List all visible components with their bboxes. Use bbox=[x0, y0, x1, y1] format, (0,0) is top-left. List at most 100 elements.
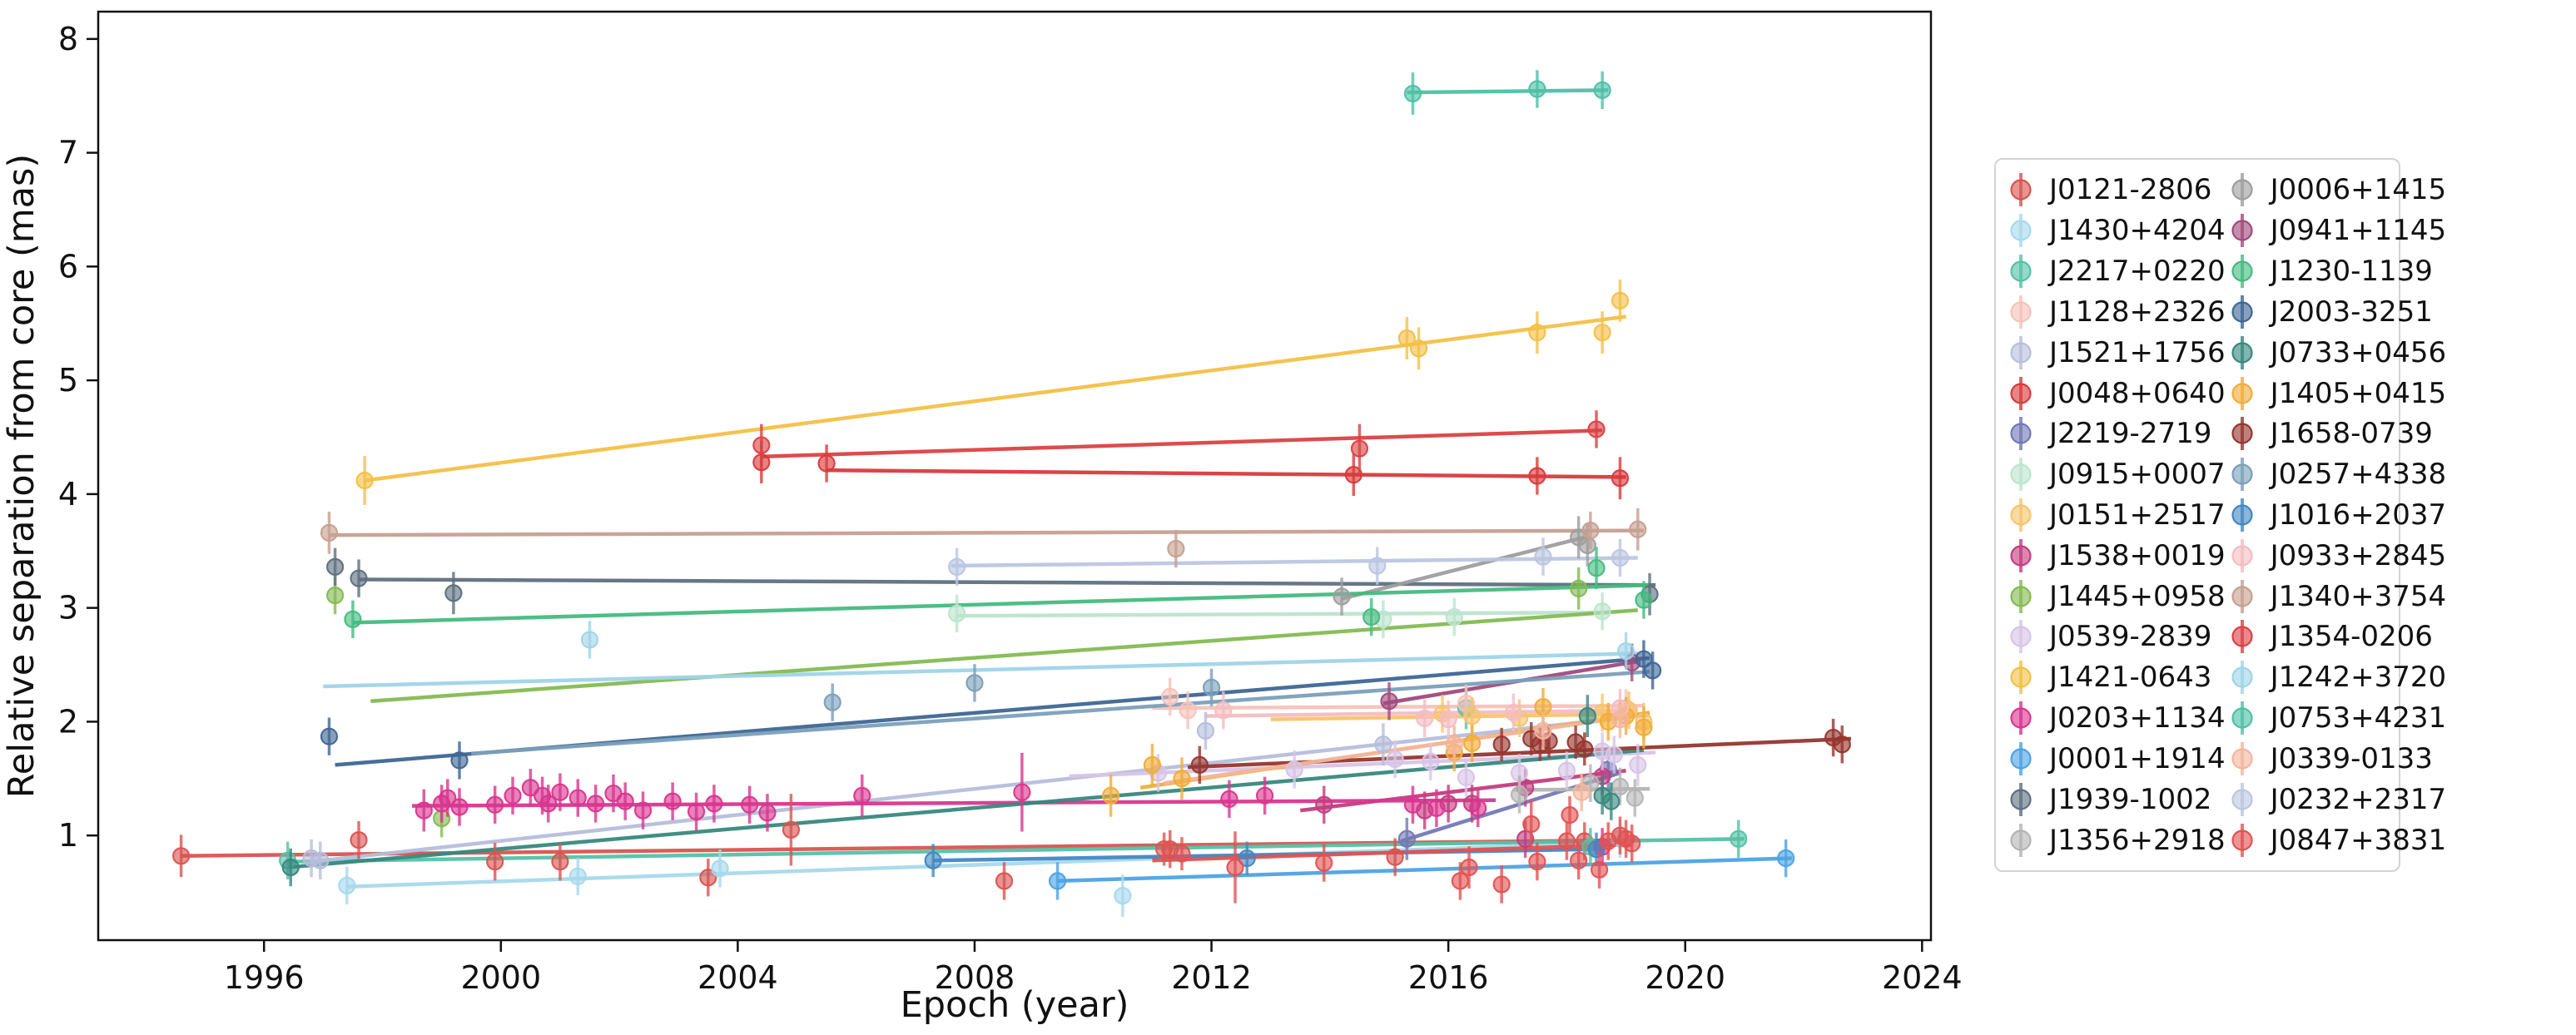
series-J0232+2317 bbox=[948, 537, 1630, 587]
data-point bbox=[1623, 834, 1641, 853]
data-point bbox=[1161, 687, 1179, 706]
data-point bbox=[1644, 661, 1662, 680]
data-point bbox=[1557, 832, 1576, 850]
series-J0847+3831 bbox=[1155, 795, 1641, 904]
legend-item-J0006+1415: J0006+1415 bbox=[2226, 170, 2446, 210]
data-point bbox=[1528, 324, 1546, 342]
data-point bbox=[281, 858, 300, 877]
data-point bbox=[752, 436, 771, 454]
fit-line-J0257+4338 bbox=[471, 669, 1650, 755]
data-point bbox=[580, 631, 599, 649]
x-tick-label: 2004 bbox=[697, 959, 778, 996]
legend-label: J1421-0643 bbox=[2049, 661, 2212, 695]
data-point bbox=[1611, 548, 1630, 567]
data-point bbox=[1463, 734, 1482, 752]
legend-label: J0933+2845 bbox=[2270, 538, 2447, 572]
data-point bbox=[1463, 706, 1482, 725]
fit-line-J1354-0206 bbox=[761, 428, 1603, 458]
series-J1340+3754 bbox=[320, 508, 1647, 568]
series-J0048+0640 bbox=[752, 441, 1630, 500]
fit-line-J0915+0007 bbox=[956, 610, 1609, 618]
data-point bbox=[311, 851, 330, 869]
data-point bbox=[587, 795, 605, 813]
legend-label: J1939-1002 bbox=[2049, 782, 2212, 816]
data-point bbox=[350, 569, 368, 587]
series-J0539-2839 bbox=[1149, 732, 1647, 797]
legend-label: J2217+0220 bbox=[2049, 255, 2226, 289]
data-point bbox=[1602, 792, 1621, 810]
legend-marker-icon bbox=[2010, 620, 2032, 654]
series-J1354-0206 bbox=[752, 410, 1606, 473]
data-point bbox=[1561, 805, 1579, 825]
data-point bbox=[1534, 721, 1552, 740]
data-point bbox=[1397, 329, 1416, 348]
legend-item-J0539-2839: J0539-2839 bbox=[2004, 617, 2226, 657]
data-point bbox=[687, 802, 706, 821]
data-point bbox=[741, 795, 759, 814]
legend-label: J0121-2806 bbox=[2049, 173, 2212, 207]
legend-marker-icon bbox=[2231, 255, 2253, 289]
data-point bbox=[344, 610, 362, 628]
data-point bbox=[1333, 587, 1351, 606]
data-point bbox=[1344, 466, 1362, 484]
legend-item-J1538+0019: J1538+0019 bbox=[2004, 535, 2226, 576]
data-point bbox=[1315, 795, 1333, 814]
legend-label: J1445+0958 bbox=[2049, 579, 2226, 613]
x-tick-label: 2016 bbox=[1408, 959, 1489, 996]
legend-item-J0847+3831: J0847+3831 bbox=[2226, 820, 2446, 860]
legend-marker-icon bbox=[2231, 173, 2253, 207]
data-point bbox=[1590, 860, 1609, 879]
data-point bbox=[1315, 854, 1333, 872]
legend-marker-icon bbox=[2231, 417, 2253, 451]
data-point bbox=[1409, 339, 1428, 358]
series-J1521+1756 bbox=[302, 711, 1392, 879]
data-point bbox=[1445, 735, 1463, 754]
legend-label: J2219-2719 bbox=[2049, 417, 2212, 451]
y-tick-label: 1 bbox=[58, 817, 78, 854]
series-J2219-2719 bbox=[1397, 748, 1617, 860]
series-J1421-0643 bbox=[355, 279, 1630, 505]
data-point bbox=[1730, 829, 1748, 848]
data-point bbox=[1422, 752, 1440, 770]
legend-marker-icon bbox=[2010, 458, 2032, 492]
data-point bbox=[355, 471, 374, 490]
data-point bbox=[604, 784, 623, 803]
data-point bbox=[1578, 536, 1596, 555]
data-point bbox=[1605, 745, 1623, 764]
y-tick-label: 7 bbox=[58, 135, 78, 171]
series-J1128+2326 bbox=[1161, 677, 1635, 730]
data-point bbox=[616, 792, 634, 810]
data-point bbox=[414, 801, 433, 820]
data-point bbox=[1593, 81, 1611, 99]
data-point bbox=[450, 751, 469, 770]
y-tick-label: 3 bbox=[58, 590, 78, 626]
legend-label: J1658-0739 bbox=[2270, 417, 2433, 451]
legend-marker-icon bbox=[2231, 335, 2253, 369]
data-point bbox=[948, 604, 966, 623]
series-J0915+0007 bbox=[948, 592, 1611, 638]
legend-item-J0753+4231: J0753+4231 bbox=[2226, 698, 2446, 739]
legend-item-J1939-1002: J1939-1002 bbox=[2004, 779, 2226, 820]
data-point bbox=[1593, 324, 1611, 342]
legend-item-J0941+1145: J0941+1145 bbox=[2226, 210, 2447, 251]
legend-item-J0339-0133: J0339-0133 bbox=[2226, 739, 2447, 780]
data-point bbox=[1510, 785, 1529, 804]
x-tick-label: 2000 bbox=[460, 959, 541, 996]
legend-label: J0257+4338 bbox=[2270, 458, 2447, 492]
legend-item-J2217+0220: J2217+0220 bbox=[2004, 251, 2226, 292]
legend-item-J0933+2845: J0933+2845 bbox=[2226, 535, 2447, 576]
data-point bbox=[1572, 783, 1591, 801]
data-point bbox=[1629, 755, 1647, 774]
data-point bbox=[1386, 848, 1404, 866]
data-point bbox=[1587, 420, 1606, 438]
data-point bbox=[1155, 839, 1174, 859]
legend-label: J0941+1145 bbox=[2270, 214, 2447, 248]
legend-marker-icon bbox=[2231, 782, 2253, 816]
data-point bbox=[1570, 851, 1588, 869]
data-point bbox=[1350, 439, 1369, 458]
fit-line-J1230-1139 bbox=[352, 583, 1650, 625]
data-point bbox=[1386, 750, 1404, 769]
data-point bbox=[1570, 579, 1588, 597]
legend-item-J0151+2517: J0151+2517 bbox=[2004, 495, 2226, 536]
